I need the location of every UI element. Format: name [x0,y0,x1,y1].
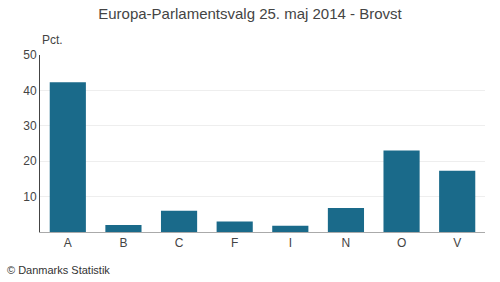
svg-text:B: B [119,236,127,250]
svg-text:O: O [397,236,406,250]
svg-text:Europa-Parlamentsvalg 25. maj: Europa-Parlamentsvalg 25. maj 2014 - Bro… [98,5,402,22]
svg-text:N: N [342,236,351,250]
svg-text:I: I [289,236,292,250]
svg-text:30: 30 [23,119,37,133]
svg-text:A: A [64,236,72,250]
svg-text:50: 50 [23,48,37,62]
svg-text:40: 40 [23,84,37,98]
svg-text:Pct.: Pct. [42,33,63,47]
svg-text:20: 20 [23,154,37,168]
svg-text:10: 10 [23,190,37,204]
svg-text:C: C [175,236,184,250]
svg-text:© Danmarks Statistik: © Danmarks Statistik [7,264,110,276]
svg-text:F: F [231,236,238,250]
svg-text:V: V [453,236,461,250]
